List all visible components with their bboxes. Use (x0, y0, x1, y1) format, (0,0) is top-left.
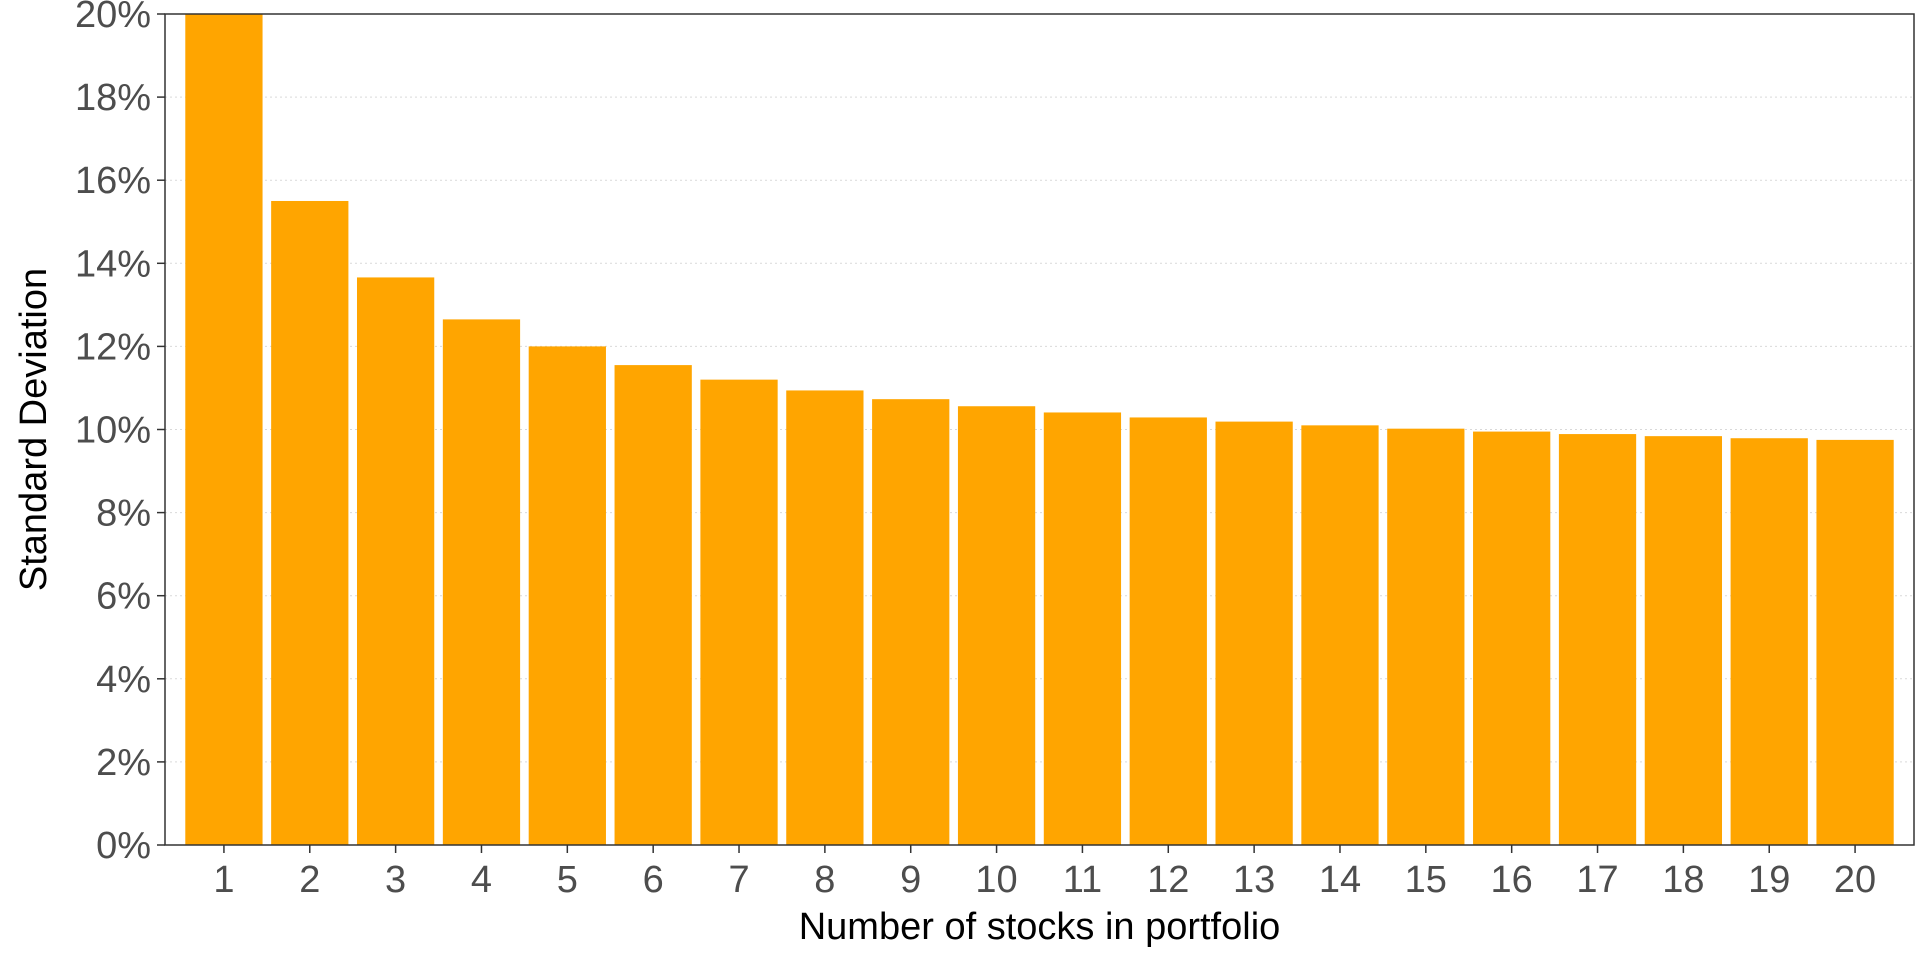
bar (271, 200, 349, 846)
bar (614, 365, 692, 845)
y-tick-label: 2% (96, 742, 151, 784)
y-tick-label: 10% (75, 410, 151, 452)
bar (872, 399, 950, 845)
x-tick-label: 12 (1147, 859, 1189, 901)
y-axis-ticks: 0% 2% 4% 6% 8% 10% 12% 14% 16% 18% 20% (75, 0, 165, 867)
bar (1387, 428, 1465, 845)
y-tick-label: 8% (96, 493, 151, 535)
bar (1558, 434, 1637, 845)
bar (786, 390, 864, 845)
bar (1816, 439, 1894, 845)
x-axis-ticks: 1 2 3 4 5 6 7 8 9 10 11 12 13 14 15 16 17 18 19 20 (213, 845, 1876, 901)
bar (1644, 436, 1723, 845)
y-tick-label: 20% (75, 0, 151, 36)
x-tick-label: 13 (1233, 859, 1275, 901)
x-tick-label: 15 (1405, 859, 1447, 901)
x-tick-label: 4 (471, 859, 492, 901)
bars (185, 14, 1894, 846)
bar (1301, 425, 1379, 845)
y-tick-label: 4% (96, 659, 151, 701)
y-tick-label: 16% (75, 160, 151, 202)
x-tick-label: 6 (643, 859, 664, 901)
bar (1215, 421, 1293, 845)
y-tick-label: 14% (75, 243, 151, 285)
bar (185, 14, 263, 845)
x-tick-label: 7 (728, 859, 749, 901)
y-tick-label: 0% (96, 825, 151, 867)
x-tick-label: 1 (213, 859, 234, 901)
y-tick-label: 18% (75, 77, 151, 119)
x-tick-label: 16 (1491, 859, 1533, 901)
y-tick-label: 6% (96, 576, 151, 618)
bar (700, 379, 778, 845)
x-tick-label: 9 (900, 859, 921, 901)
bar (356, 277, 435, 845)
x-tick-label: 2 (299, 859, 320, 901)
x-tick-label: 3 (385, 859, 406, 901)
bar (528, 346, 606, 845)
x-tick-label: 14 (1319, 859, 1361, 901)
x-tick-label: 18 (1662, 859, 1704, 901)
x-tick-label: 11 (1063, 859, 1102, 901)
bar (1129, 417, 1207, 845)
x-tick-label: 10 (975, 859, 1017, 901)
bar (1473, 431, 1551, 845)
x-tick-label: 19 (1748, 859, 1790, 901)
x-tick-label: 8 (814, 859, 835, 901)
y-tick-label: 12% (75, 326, 151, 368)
bar (442, 319, 521, 846)
bar (1043, 412, 1122, 845)
x-axis-title: Number of stocks in portfolio (799, 906, 1281, 948)
y-axis-title: Standard Deviation (13, 268, 55, 591)
bar (1730, 438, 1808, 845)
bar (957, 406, 1036, 845)
x-tick-label: 20 (1834, 859, 1876, 901)
x-tick-label: 5 (557, 859, 578, 901)
x-tick-label: 17 (1576, 859, 1618, 901)
